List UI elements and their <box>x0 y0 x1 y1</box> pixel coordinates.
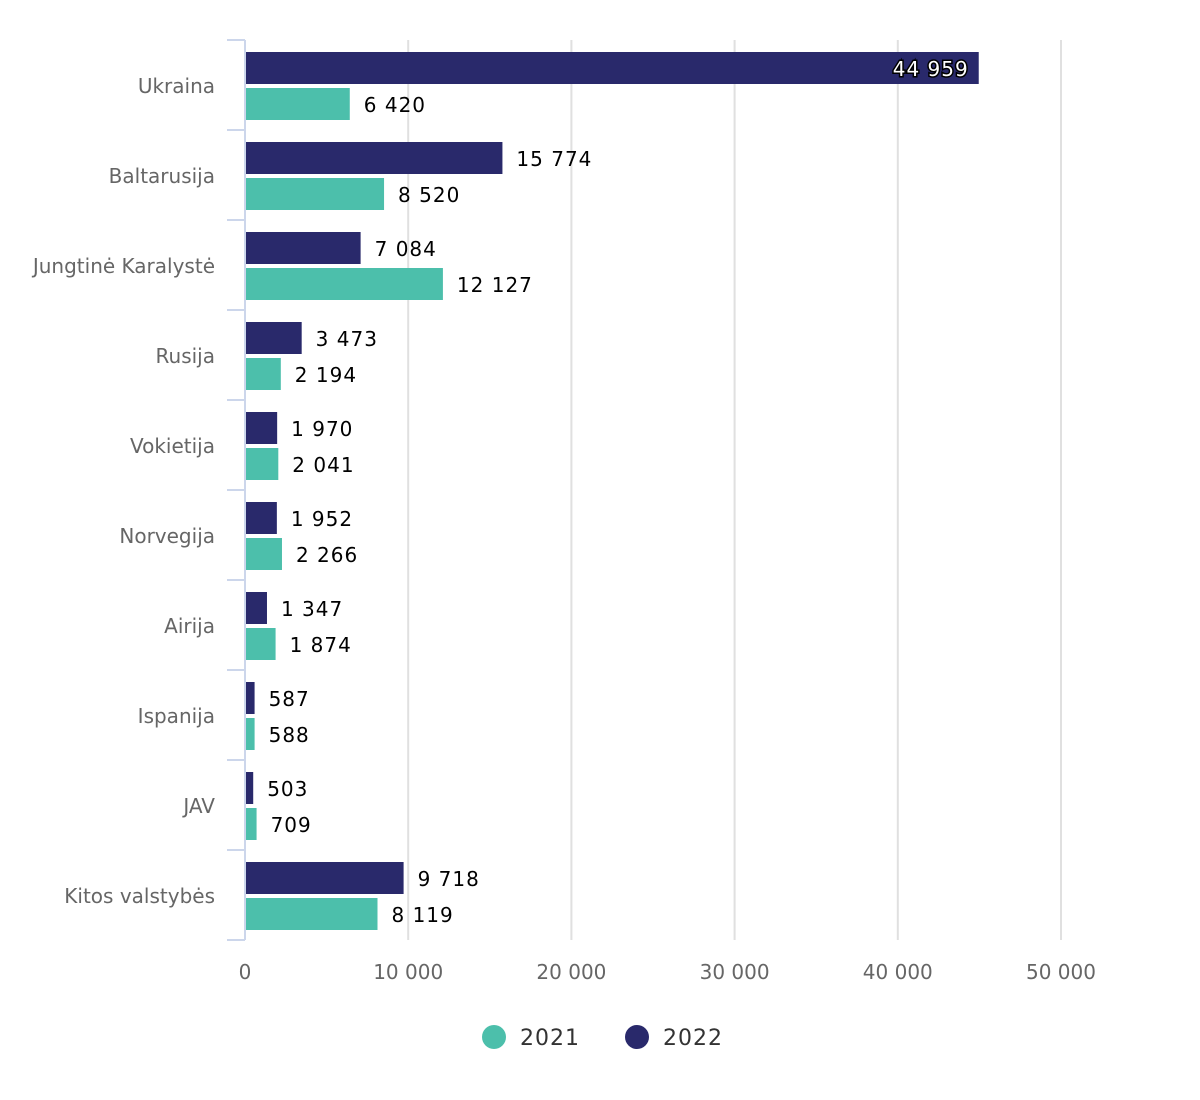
category-label: Ukraina <box>138 74 215 98</box>
legend[interactable]: 2021 2022 <box>482 1025 723 1051</box>
data-label: 8 520 <box>398 183 460 207</box>
bar-2022 <box>246 232 361 264</box>
data-label: 7 084 <box>375 237 437 261</box>
category-label: Norvegija <box>119 524 215 548</box>
data-label: 1 874 <box>290 633 352 657</box>
data-label: 8 119 <box>392 903 454 927</box>
bar-2021 <box>246 898 378 930</box>
gridlines <box>407 40 1062 940</box>
data-label: 709 <box>271 813 312 837</box>
bar-2022 <box>246 322 302 354</box>
data-label: 15 774 <box>516 147 592 171</box>
bar-2021 <box>246 538 282 570</box>
category-label: Ispanija <box>138 704 215 728</box>
category-axis: Ukraina Baltarusija Jungtinė Karalystė Rusi… <box>31 39 246 941</box>
bar-2021 <box>246 628 276 660</box>
x-tick-label: 20 000 <box>536 960 606 984</box>
bar-2021 <box>246 178 385 210</box>
bar-2022 <box>246 52 979 84</box>
bar-2021 <box>246 448 279 480</box>
data-label: 2 194 <box>295 363 357 387</box>
legend-marker-icon <box>482 1025 506 1049</box>
bar-2021 <box>246 358 281 390</box>
data-label: 587 <box>269 687 310 711</box>
legend-item-2022[interactable]: 2022 <box>625 1025 723 1051</box>
legend-item-2021[interactable]: 2021 <box>482 1025 580 1051</box>
bar-2022 <box>246 592 267 624</box>
data-label: 1 347 <box>281 597 343 621</box>
data-label: 6 420 <box>364 93 426 117</box>
bar-2022 <box>246 412 278 444</box>
data-label: 2 041 <box>292 453 354 477</box>
x-tick-label: 0 <box>239 960 252 984</box>
legend-marker-icon <box>625 1025 649 1049</box>
bars: 44 959 15 774 7 084 3 473 1 970 1 952 1 347 587… <box>246 52 979 930</box>
bar-2021 <box>246 718 255 750</box>
bar-2022 <box>246 682 255 714</box>
data-label: 44 959 <box>893 57 969 81</box>
x-tick-label: 50 000 <box>1026 960 1096 984</box>
bar-2021 <box>246 268 443 300</box>
bar-2021 <box>246 808 257 840</box>
category-label: Jungtinė Karalystė <box>31 254 215 278</box>
data-label: 9 718 <box>418 867 480 891</box>
x-tick-label: 10 000 <box>373 960 443 984</box>
x-axis-ticks: 0 10 000 20 000 30 000 40 000 50 000 <box>239 960 1096 984</box>
bar-2022 <box>246 142 503 174</box>
x-tick-label: 40 000 <box>863 960 933 984</box>
data-label: 1 970 <box>291 417 353 441</box>
category-label: Vokietija <box>130 434 215 458</box>
category-label: Rusija <box>156 344 215 368</box>
bar-2022 <box>246 772 254 804</box>
data-label: 588 <box>269 723 310 747</box>
data-label: 3 473 <box>316 327 378 351</box>
legend-label: 2022 <box>663 1026 723 1051</box>
category-label: Airija <box>164 614 215 638</box>
category-label: JAV <box>181 794 215 818</box>
bar-2022 <box>246 502 277 534</box>
data-label: 12 127 <box>457 273 533 297</box>
category-label: Kitos valstybės <box>64 884 215 908</box>
bar-2021 <box>246 88 350 120</box>
legend-label: 2021 <box>520 1026 580 1051</box>
category-label: Baltarusija <box>109 164 215 188</box>
data-label: 1 952 <box>291 507 353 531</box>
data-label: 503 <box>267 777 308 801</box>
data-label: 2 266 <box>296 543 358 567</box>
bar-2022 <box>246 862 404 894</box>
x-tick-label: 30 000 <box>700 960 770 984</box>
